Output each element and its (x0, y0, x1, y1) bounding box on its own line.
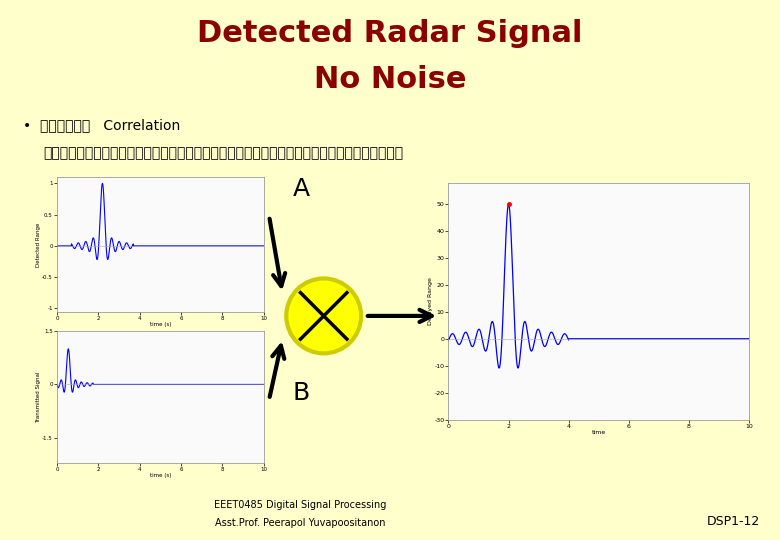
X-axis label: time: time (591, 430, 606, 435)
X-axis label: time (s): time (s) (150, 474, 171, 478)
Y-axis label: Transmitted Signal: Transmitted Signal (36, 371, 41, 423)
Text: ในการกำหนดระยะทางจากการสะท้อนของสัญญาณเรดาร: ในการกำหนดระยะทางจากการสะท้อนของสัญญาณเร… (43, 146, 403, 160)
X-axis label: time (s): time (s) (150, 322, 171, 327)
Text: •  เราใช้   Correlation: • เราใช้ Correlation (23, 118, 181, 132)
Text: Asst.Prof. Peerapol Yuvapoositanon: Asst.Prof. Peerapol Yuvapoositanon (215, 518, 385, 528)
Y-axis label: Delayed Range: Delayed Range (427, 277, 433, 325)
Text: B: B (292, 381, 310, 404)
Y-axis label: Detected Range: Detected Range (36, 222, 41, 267)
Text: DSP1-12: DSP1-12 (707, 515, 760, 528)
Ellipse shape (286, 279, 361, 353)
Text: A: A (292, 177, 310, 201)
Text: EEET0485 Digital Signal Processing: EEET0485 Digital Signal Processing (215, 500, 386, 510)
Text: No Noise: No Noise (314, 65, 466, 94)
Text: Detected Radar Signal: Detected Radar Signal (197, 19, 583, 48)
